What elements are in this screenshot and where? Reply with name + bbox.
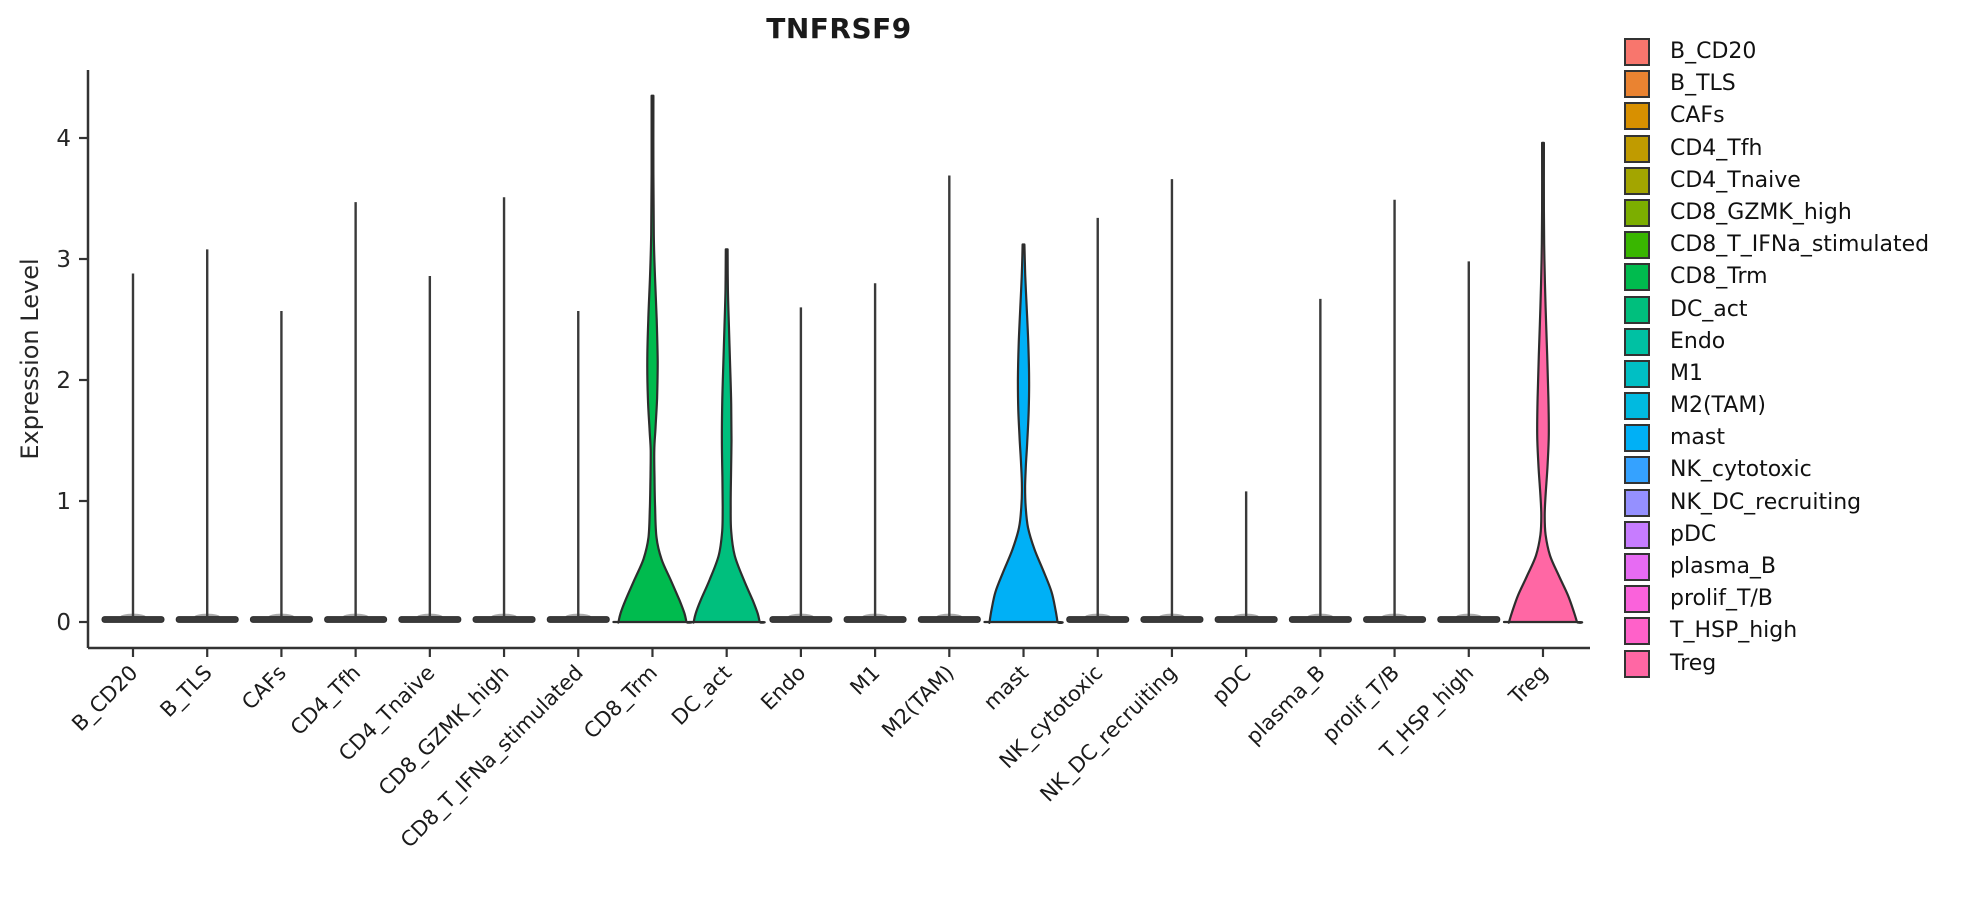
legend-item: pDC xyxy=(1624,520,1929,549)
legend-swatch xyxy=(1624,198,1650,227)
legend-swatch xyxy=(1624,392,1650,421)
legend-label: mast xyxy=(1670,425,1725,451)
legend-label: CAFs xyxy=(1670,103,1725,129)
legend-label: pDC xyxy=(1670,521,1717,547)
legend-item: CD8_Trm xyxy=(1624,263,1929,292)
legend-swatch xyxy=(1624,585,1650,614)
x-tick-label: CAFs xyxy=(237,661,291,715)
legend-item: CD4_Tnaive xyxy=(1624,166,1929,195)
legend-label: CD8_T_IFNa_stimulated xyxy=(1670,232,1930,258)
legend-label: NK_DC_recruiting xyxy=(1670,489,1862,515)
x-tick-label: DC_act xyxy=(667,661,737,731)
legend-swatch xyxy=(1624,488,1650,517)
x-tick-label: CD8_GZMK_high xyxy=(374,661,514,801)
legend-label: Treg xyxy=(1670,650,1717,676)
violin-DC_act xyxy=(687,248,766,624)
legend-item: B_CD20 xyxy=(1624,38,1929,66)
x-tick-label: pDC xyxy=(1207,661,1255,709)
legend-label: CD8_Trm xyxy=(1670,264,1768,290)
legend-label: prolif_T/B xyxy=(1670,586,1773,612)
y-tick-label: 1 xyxy=(56,489,71,515)
legend-swatch xyxy=(1624,102,1650,131)
x-tick-label: NK_DC_recruiting xyxy=(1036,661,1183,808)
legend-item: M1 xyxy=(1624,359,1929,388)
legend-item: CD8_GZMK_high xyxy=(1624,198,1929,227)
legend-swatch xyxy=(1624,231,1650,260)
legend-swatch xyxy=(1624,617,1650,646)
legend-item: prolif_T/B xyxy=(1624,585,1929,614)
legend-swatch xyxy=(1624,553,1650,581)
x-tick-label: mast xyxy=(979,661,1033,715)
legend-swatch xyxy=(1624,263,1650,292)
y-tick-label: 4 xyxy=(56,126,71,152)
x-tick-label: Treg xyxy=(1504,661,1553,710)
violin-CD8_Trm xyxy=(612,94,693,624)
legend-label: B_TLS xyxy=(1670,71,1736,97)
legend-label: CD4_Tnaive xyxy=(1670,167,1801,193)
legend-item: CAFs xyxy=(1624,102,1929,131)
legend-label: CD4_Tfh xyxy=(1670,135,1763,161)
legend-swatch xyxy=(1624,520,1650,549)
legend-swatch xyxy=(1624,134,1650,163)
violin-mast xyxy=(983,243,1064,624)
legend-item: CD8_T_IFNa_stimulated xyxy=(1624,231,1930,260)
x-tick-label: CD8_Trm xyxy=(579,661,663,745)
x-tick-label: M1 xyxy=(845,661,884,700)
legend-item: plasma_B xyxy=(1624,553,1929,581)
legend-swatch xyxy=(1624,327,1650,356)
legend: B_CD20 B_TLS CAFs CD4_Tfh CD4_Tnaive CD8_GZMK… xyxy=(1624,38,1929,682)
legend-label: T_HSP_high xyxy=(1670,618,1798,644)
x-tick-label: B_CD20 xyxy=(67,661,143,737)
legend-swatch xyxy=(1624,166,1650,195)
legend-item: Treg xyxy=(1624,649,1929,678)
legend-label: B_CD20 xyxy=(1670,39,1757,64)
legend-item: NK_cytotoxic xyxy=(1624,456,1929,485)
legend-swatch xyxy=(1624,295,1650,324)
y-tick-label: 2 xyxy=(56,368,71,394)
legend-swatch xyxy=(1624,456,1650,485)
legend-label: NK_cytotoxic xyxy=(1670,457,1812,483)
legend-item: NK_DC_recruiting xyxy=(1624,488,1929,517)
legend-label: CD8_GZMK_high xyxy=(1670,199,1852,225)
legend-swatch xyxy=(1624,70,1650,99)
legend-swatch xyxy=(1624,359,1650,388)
x-tick-label: Endo xyxy=(756,661,810,715)
x-tick-label: B_TLS xyxy=(155,661,217,723)
legend-item: CD4_Tfh xyxy=(1624,134,1929,163)
legend-item: DC_act xyxy=(1624,295,1929,324)
legend-item: T_HSP_high xyxy=(1624,617,1929,646)
legend-label: M1 xyxy=(1670,360,1703,386)
legend-item: Endo xyxy=(1624,327,1929,356)
legend-item: B_TLS xyxy=(1624,70,1929,99)
legend-item: M2(TAM) xyxy=(1624,392,1929,421)
legend-label: DC_act xyxy=(1670,296,1748,322)
legend-item: mast xyxy=(1624,424,1929,453)
x-tick-label: M2(TAM) xyxy=(877,661,959,743)
violin-Treg xyxy=(1502,141,1584,624)
y-tick-label: 0 xyxy=(56,610,71,636)
legend-label: Endo xyxy=(1670,328,1726,354)
y-tick-label: 3 xyxy=(56,247,71,273)
x-tick-label: plasma_B xyxy=(1241,661,1330,750)
chart-title: TNFRSF9 xyxy=(766,12,912,45)
legend-label: M2(TAM) xyxy=(1670,393,1766,419)
legend-swatch xyxy=(1624,424,1650,453)
legend-swatch xyxy=(1624,38,1650,66)
legend-label: plasma_B xyxy=(1670,554,1777,579)
legend-swatch xyxy=(1624,649,1650,678)
